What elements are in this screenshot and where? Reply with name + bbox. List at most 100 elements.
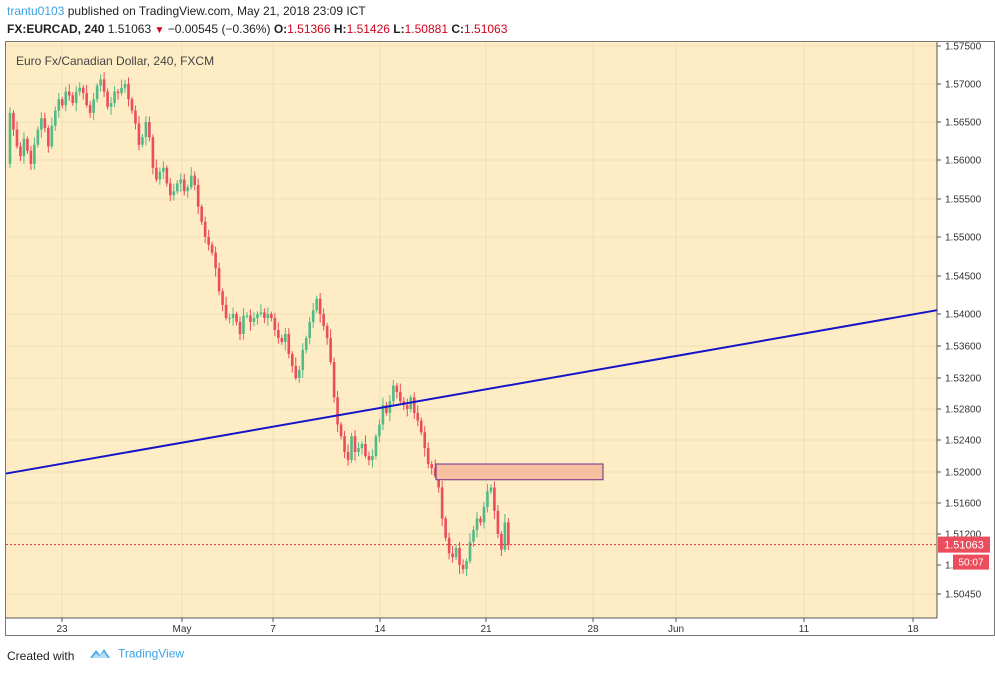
candle-body bbox=[109, 103, 113, 107]
candle bbox=[322, 308, 325, 331]
candle-body bbox=[360, 444, 364, 448]
x-tick-label: 28 bbox=[587, 624, 599, 635]
candle-body bbox=[357, 448, 360, 452]
low-label: L: bbox=[393, 22, 405, 36]
candle-body bbox=[395, 385, 399, 392]
candle bbox=[210, 241, 214, 256]
resistance-zone bbox=[435, 463, 604, 481]
candle-body bbox=[353, 436, 357, 452]
candle-body bbox=[172, 191, 176, 196]
candle-body bbox=[137, 123, 141, 145]
candle bbox=[447, 532, 451, 560]
candle bbox=[360, 441, 364, 455]
candle-body bbox=[507, 522, 510, 545]
candle bbox=[81, 85, 85, 100]
candle bbox=[12, 110, 15, 136]
candle bbox=[186, 184, 190, 198]
candle bbox=[284, 327, 287, 351]
candle-body bbox=[207, 237, 210, 245]
candle bbox=[134, 105, 137, 130]
y-tick-label: 1.56000 bbox=[945, 156, 982, 167]
candle-body bbox=[468, 541, 472, 562]
y-tick-label: 1.51600 bbox=[945, 499, 982, 510]
candle-body bbox=[486, 491, 489, 507]
candle-body bbox=[479, 518, 482, 523]
candle-body bbox=[287, 334, 291, 354]
candle bbox=[99, 74, 102, 92]
tradingview-brand[interactable]: TradingView bbox=[88, 646, 184, 663]
candle bbox=[399, 383, 402, 404]
candle bbox=[371, 449, 374, 468]
candle-body bbox=[179, 179, 183, 184]
candle bbox=[416, 405, 420, 427]
candle-body bbox=[277, 330, 280, 338]
x-tick-label: 18 bbox=[907, 624, 919, 635]
chart-pane[interactable] bbox=[6, 42, 937, 618]
footer: Created with TradingView bbox=[0, 636, 995, 673]
author-link[interactable]: trantu0103 bbox=[7, 4, 65, 18]
candle bbox=[472, 525, 475, 547]
candle-body bbox=[182, 179, 186, 192]
candle-body bbox=[301, 350, 305, 370]
candle bbox=[74, 85, 78, 112]
candle bbox=[221, 288, 224, 312]
candle bbox=[141, 134, 144, 148]
candle-body bbox=[113, 91, 116, 103]
y-tick-label: 1.57000 bbox=[945, 80, 982, 91]
candle bbox=[228, 313, 231, 324]
candle-body bbox=[465, 561, 468, 570]
candle bbox=[273, 312, 277, 337]
candle bbox=[249, 309, 252, 331]
time-axis bbox=[6, 618, 937, 636]
candle-body bbox=[81, 87, 85, 94]
candle-body bbox=[454, 547, 458, 558]
candle bbox=[165, 165, 169, 187]
candle-body bbox=[47, 128, 50, 147]
candle-body bbox=[8, 112, 12, 164]
candle-body bbox=[238, 322, 242, 334]
candle-body bbox=[308, 322, 312, 338]
candle-body bbox=[151, 137, 155, 168]
candle bbox=[214, 246, 217, 277]
chart-title: Euro Fx/Canadian Dollar, 240, FXCM bbox=[16, 54, 215, 68]
candle-body bbox=[71, 95, 75, 103]
candle-body bbox=[252, 318, 256, 322]
candle-body bbox=[36, 129, 40, 145]
y-tick-label: 1.52800 bbox=[945, 405, 982, 416]
candle bbox=[385, 401, 388, 416]
candle bbox=[200, 204, 203, 225]
candle bbox=[339, 422, 343, 440]
candle bbox=[290, 351, 294, 373]
high-value: 1.51426 bbox=[346, 22, 390, 36]
candle bbox=[238, 316, 242, 341]
candle-body bbox=[339, 424, 343, 437]
candle-body bbox=[284, 334, 287, 342]
trendline bbox=[5, 309, 938, 475]
candle-body bbox=[26, 138, 29, 151]
candle bbox=[130, 96, 134, 114]
candle-body bbox=[423, 432, 427, 448]
candle-body bbox=[294, 366, 298, 378]
candle bbox=[350, 432, 353, 463]
candle-body bbox=[367, 456, 371, 460]
candle-body bbox=[130, 99, 134, 111]
candle-body bbox=[203, 221, 207, 237]
candle-body bbox=[60, 99, 64, 106]
candle-body bbox=[214, 252, 217, 269]
candle-body bbox=[336, 397, 339, 425]
candle-body bbox=[493, 487, 496, 511]
candle-body bbox=[54, 110, 57, 126]
candle-body bbox=[437, 475, 440, 488]
candle bbox=[423, 426, 427, 457]
candle-body bbox=[475, 518, 479, 531]
candle-body bbox=[196, 184, 200, 207]
candle bbox=[392, 380, 395, 406]
candle bbox=[144, 116, 148, 146]
candle bbox=[479, 516, 482, 526]
candle bbox=[475, 511, 479, 538]
candle-body bbox=[245, 315, 249, 317]
y-tick-label: 1.56500 bbox=[945, 118, 982, 129]
candle-body bbox=[95, 85, 99, 100]
candle-body bbox=[22, 138, 26, 157]
candle bbox=[270, 311, 273, 322]
